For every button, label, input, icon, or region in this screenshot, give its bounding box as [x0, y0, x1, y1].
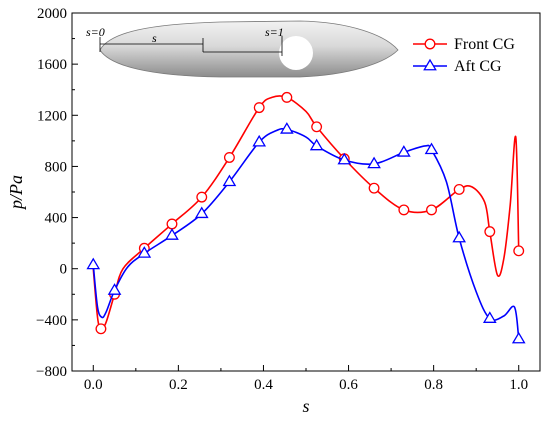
cg-window [279, 36, 313, 70]
series-layer [86, 91, 526, 344]
x-tick-label: 1.0 [509, 377, 528, 393]
aft-cg-point [194, 206, 209, 219]
axes-layer: −800 −400 0 400 800 1200 1600 2000 0.0 0.2 0.4 0.6 0… [6, 6, 528, 416]
aft-cg-point [452, 230, 466, 243]
inset-label-s: s [152, 31, 157, 45]
x-tick-label: 0.2 [169, 377, 188, 393]
legend-label-aft-cg: Aft CG [454, 58, 502, 75]
inset-label-s0: s=0 [86, 25, 105, 39]
x-tick-label: 0.4 [254, 377, 273, 393]
y-tick-label: −800 [36, 364, 67, 380]
front-cg-point [196, 191, 208, 203]
missile-inset-diagram: s=0 s s=1 [86, 20, 399, 78]
front-cg-point [513, 245, 525, 257]
legend-label-front-cg: Front CG [454, 36, 515, 53]
y-tick-label: 0 [60, 262, 68, 278]
legend: Front CG Aft CG [413, 36, 515, 75]
aft-cg-point [397, 145, 411, 157]
aft-cg-point [107, 283, 122, 295]
x-tick-label: 0.8 [424, 377, 443, 393]
aft-cg-point [222, 174, 237, 187]
aft-cg-point [165, 228, 179, 240]
front-cg-point [166, 218, 178, 230]
aft-cg-point [137, 246, 152, 258]
x-tick-label: 0.0 [84, 377, 103, 393]
front-cg-line [92, 95, 520, 330]
x-tick-label: 0.6 [339, 377, 358, 393]
aft-cg-point [482, 311, 497, 323]
front-cg-point [95, 323, 107, 335]
front-cg-point [281, 91, 293, 103]
front-cg-point [311, 121, 323, 133]
aft-cg-point [337, 152, 352, 165]
front-cg-point [368, 182, 380, 194]
aft-cg-point [280, 122, 294, 134]
front-cg-point [223, 152, 235, 163]
missile-body [99, 20, 399, 78]
x-axis-title: s [302, 396, 309, 416]
aft-cg-point [252, 134, 267, 147]
y-tick-label: 400 [45, 211, 68, 227]
front-cg-point [253, 102, 265, 114]
aft-cg-point [424, 142, 439, 155]
aft-cg-point [309, 138, 324, 151]
y-tick-label: 2000 [37, 6, 67, 22]
front-cg-point [453, 183, 465, 195]
legend-marker-front-cg [424, 38, 436, 50]
inset-label-s1: s=1 [265, 25, 284, 39]
aft-cg-line [92, 127, 520, 340]
front-cg-point [426, 204, 437, 216]
aft-cg-point [86, 257, 101, 270]
y-tick-label: 1600 [37, 57, 67, 73]
series-front-cg [92, 91, 525, 335]
y-tick-label: −400 [36, 313, 67, 329]
aft-cg-point [511, 331, 526, 344]
legend-marker-aft-cg [423, 58, 437, 71]
aft-cg-point [367, 156, 381, 169]
front-cg-point [484, 226, 496, 238]
series-aft-cg [86, 122, 526, 344]
front-cg-point [398, 204, 410, 216]
y-tick-label: 800 [45, 159, 68, 175]
y-axis-title: p/Pa [6, 175, 26, 211]
y-tick-label: 1200 [37, 108, 67, 124]
